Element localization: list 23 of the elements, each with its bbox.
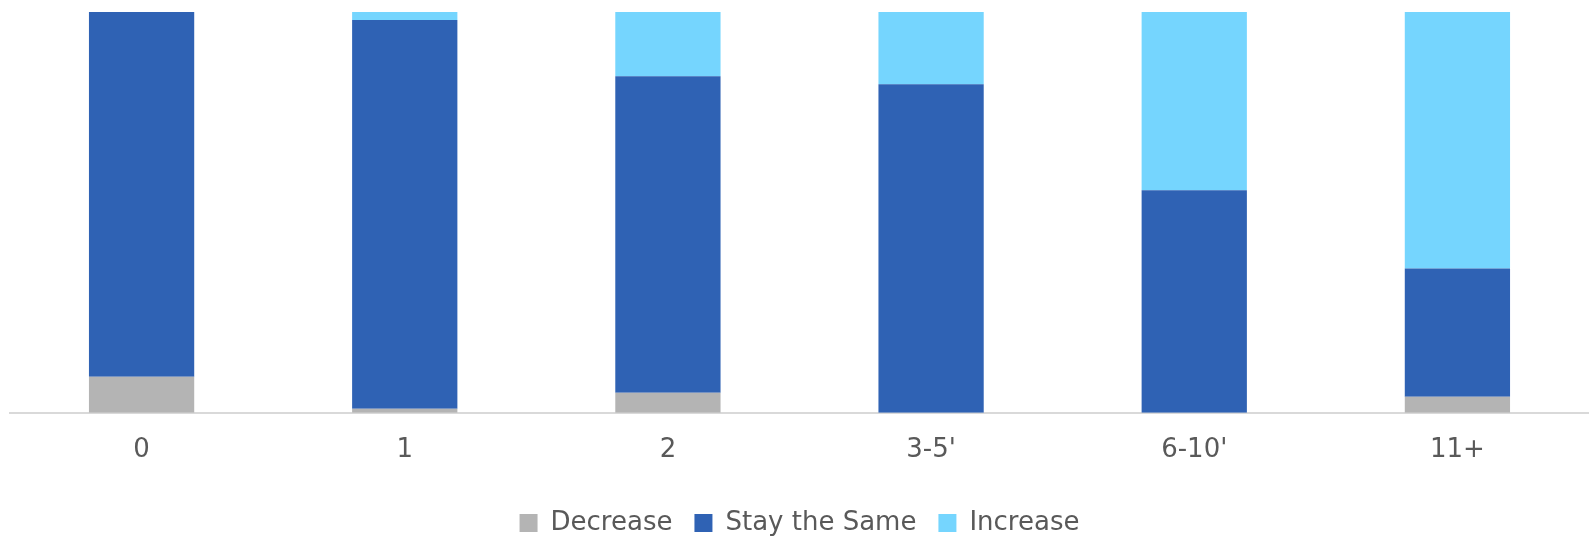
bar xyxy=(88,376,195,413)
bar xyxy=(1141,190,1247,413)
bar xyxy=(88,12,195,377)
x-tick-label: 6-10' xyxy=(1161,433,1228,464)
x-tick-label: 0 xyxy=(133,433,150,464)
x-tick-label: 2 xyxy=(659,433,677,464)
legend-label: Decrease xyxy=(550,505,673,536)
bar xyxy=(352,12,458,21)
bar xyxy=(615,12,721,77)
bar xyxy=(1404,12,1511,269)
bar xyxy=(878,12,984,85)
bar xyxy=(352,20,458,409)
bar xyxy=(1404,268,1511,397)
bar xyxy=(615,392,721,413)
x-tick-label: 1 xyxy=(396,433,414,464)
bar xyxy=(615,76,721,393)
bar xyxy=(878,84,984,413)
x-tick-label: 3-5' xyxy=(906,433,956,464)
bar xyxy=(1404,396,1511,413)
x-tick-label: 11+ xyxy=(1429,433,1485,464)
legend-label: Increase xyxy=(969,505,1080,536)
bar xyxy=(1141,12,1247,191)
legend-label: Stay the Same xyxy=(725,505,917,536)
